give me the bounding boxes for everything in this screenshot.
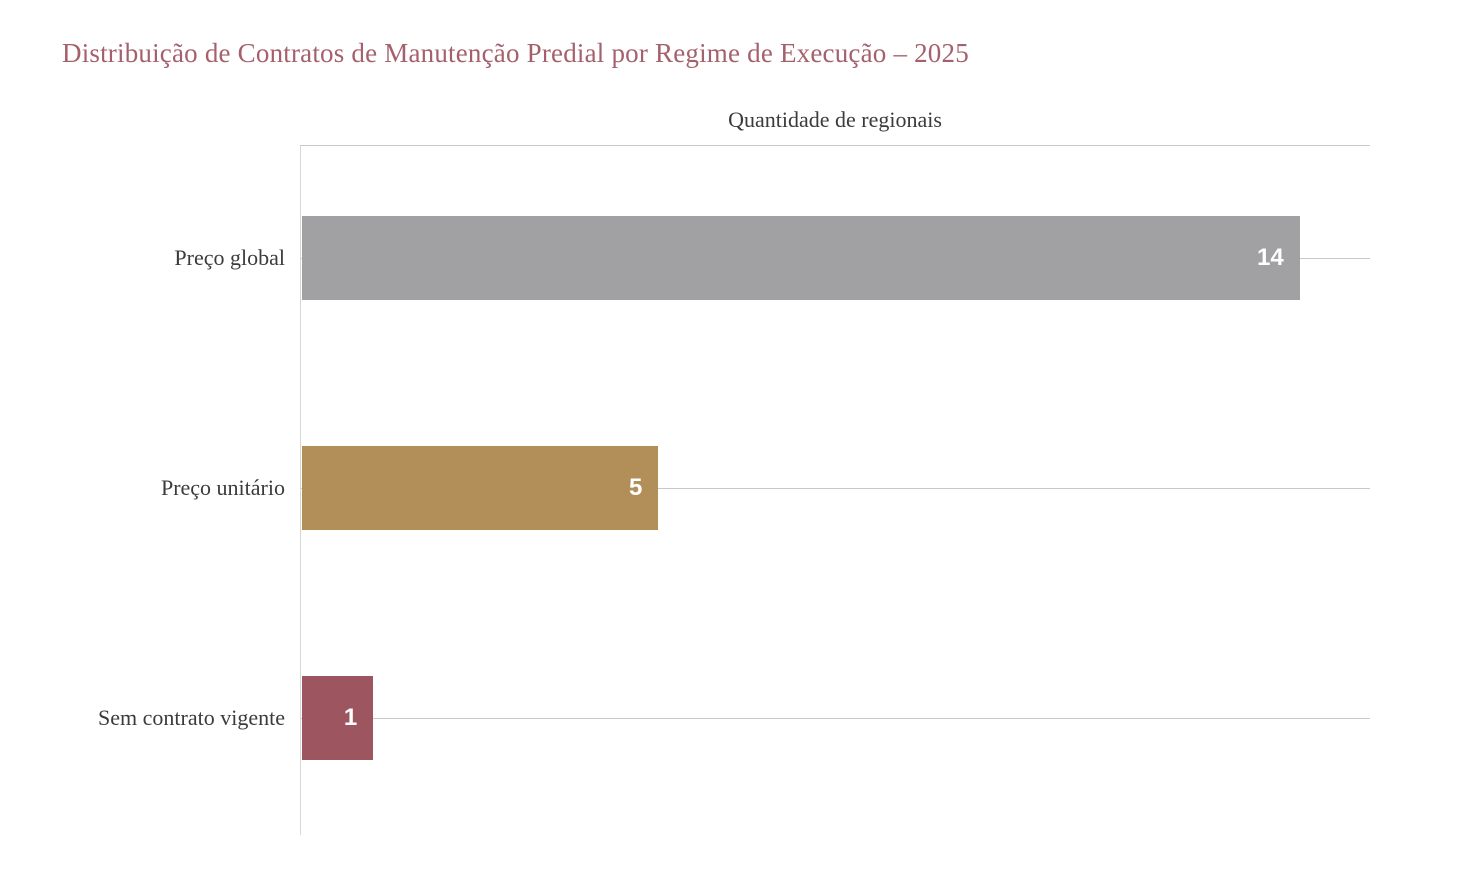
chart-row: Preço unitário 5 xyxy=(161,376,1370,606)
bar: 5 xyxy=(302,446,659,530)
chart-title: Distribuição de Contratos de Manutenção … xyxy=(62,38,969,68)
chart-row: Preço global 14 xyxy=(174,146,1370,376)
plot-area: Preço global 14 Preço unitário 5 Sem contrat… xyxy=(98,145,1370,836)
bar: 14 xyxy=(302,216,1300,300)
category-gridline xyxy=(301,718,1370,719)
bar-value-label: 1 xyxy=(343,704,358,731)
category-label: Preço global xyxy=(174,245,285,270)
bar: 1 xyxy=(302,676,374,760)
value-axis-title: Quantidade de regionais xyxy=(728,107,942,132)
bar-value-label: 14 xyxy=(1257,244,1284,271)
chart-row: Sem contrato vigente 1 xyxy=(98,606,1370,836)
bar-value-label: 5 xyxy=(628,474,643,501)
category-label: Sem contrato vigente xyxy=(98,705,285,730)
category-gridline xyxy=(301,488,1370,489)
category-label: Preço unitário xyxy=(160,475,285,500)
